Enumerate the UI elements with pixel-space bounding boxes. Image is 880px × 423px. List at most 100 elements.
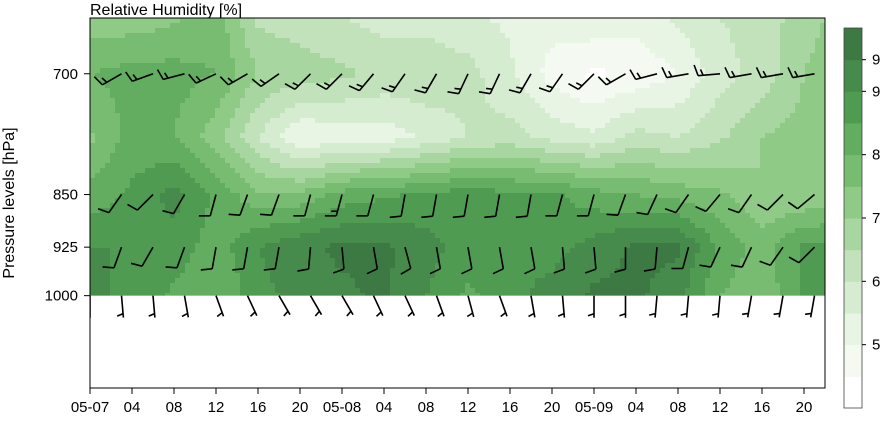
rh-cell [120, 203, 126, 209]
rh-cell [345, 43, 351, 49]
rh-cell [445, 253, 451, 259]
rh-cell [410, 208, 416, 214]
rh-cell [180, 138, 186, 144]
rh-cell [235, 293, 241, 297]
rh-cell [110, 83, 116, 89]
rh-cell [115, 233, 121, 239]
rh-cell [310, 148, 316, 154]
rh-cell [125, 58, 131, 64]
rh-cell [325, 268, 331, 274]
rh-cell [460, 68, 466, 74]
rh-cell [265, 258, 271, 264]
rh-cell [475, 123, 481, 129]
rh-cell [250, 108, 256, 114]
rh-cell [260, 43, 266, 49]
rh-cell [90, 213, 96, 219]
rh-cell [190, 138, 196, 144]
rh-cell [530, 18, 536, 24]
rh-cell [300, 178, 306, 184]
rh-cell [515, 238, 521, 244]
rh-cell [485, 158, 491, 164]
rh-cell [465, 83, 471, 89]
rh-cell [385, 253, 391, 259]
rh-cell [510, 108, 516, 114]
rh-cell [190, 83, 196, 89]
rh-cell [225, 143, 231, 149]
rh-cell [270, 143, 276, 149]
rh-cell [400, 93, 406, 99]
rh-cell [180, 43, 186, 49]
rh-cell [95, 233, 101, 239]
rh-cell [330, 113, 336, 119]
rh-cell [155, 53, 161, 59]
rh-cell [140, 268, 146, 274]
rh-cell [415, 153, 421, 159]
rh-cell [215, 183, 221, 189]
rh-cell [235, 278, 241, 284]
rh-cell [325, 108, 331, 114]
rh-cell [330, 118, 336, 124]
rh-cell [450, 23, 456, 29]
rh-cell [505, 118, 511, 124]
rh-cell [475, 138, 481, 144]
rh-cell [445, 183, 451, 189]
rh-cell [295, 63, 301, 69]
rh-cell [215, 48, 221, 54]
rh-cell [235, 38, 241, 44]
rh-cell [400, 23, 406, 29]
rh-cell [230, 218, 236, 224]
rh-cell [465, 28, 471, 34]
rh-cell [215, 28, 221, 34]
rh-cell [210, 183, 216, 189]
rh-cell [395, 273, 401, 279]
rh-cell [155, 33, 161, 39]
rh-cell [445, 48, 451, 54]
rh-cell [370, 208, 376, 214]
rh-cell [390, 28, 396, 34]
rh-cell [265, 153, 271, 159]
rh-cell [495, 28, 501, 34]
rh-cell [490, 188, 496, 194]
rh-cell [380, 153, 386, 159]
rh-cell [105, 273, 111, 279]
rh-cell [125, 18, 131, 24]
rh-cell [490, 118, 496, 124]
rh-cell [175, 188, 181, 194]
rh-cell [110, 43, 116, 49]
rh-cell [310, 93, 316, 99]
rh-cell [450, 148, 456, 154]
rh-cell [455, 178, 461, 184]
rh-cell [350, 248, 356, 254]
rh-cell [325, 163, 331, 169]
rh-cell [260, 93, 266, 99]
rh-cell [165, 263, 171, 269]
rh-cell [300, 233, 306, 239]
rh-cell [420, 203, 426, 209]
rh-cell [480, 48, 486, 54]
rh-cell [500, 283, 506, 289]
rh-cell [100, 63, 106, 69]
rh-cell [300, 128, 306, 134]
rh-cell [210, 233, 216, 239]
rh-cell [490, 43, 496, 49]
rh-cell [370, 18, 376, 24]
rh-cell [180, 183, 186, 189]
rh-cell [520, 238, 526, 244]
rh-cell [260, 123, 266, 129]
rh-cell [255, 218, 261, 224]
rh-cell [390, 58, 396, 64]
rh-cell [280, 38, 286, 44]
rh-cell [445, 123, 451, 129]
rh-cell [265, 128, 271, 134]
rh-cell [505, 168, 511, 174]
rh-cell [335, 128, 341, 134]
rh-cell [135, 253, 141, 259]
rh-cell [205, 293, 211, 297]
rh-cell [230, 273, 236, 279]
rh-cell [490, 23, 496, 29]
rh-cell [525, 218, 531, 224]
rh-cell [420, 138, 426, 144]
rh-cell [415, 278, 421, 284]
rh-cell [325, 128, 331, 134]
rh-cell [175, 158, 181, 164]
